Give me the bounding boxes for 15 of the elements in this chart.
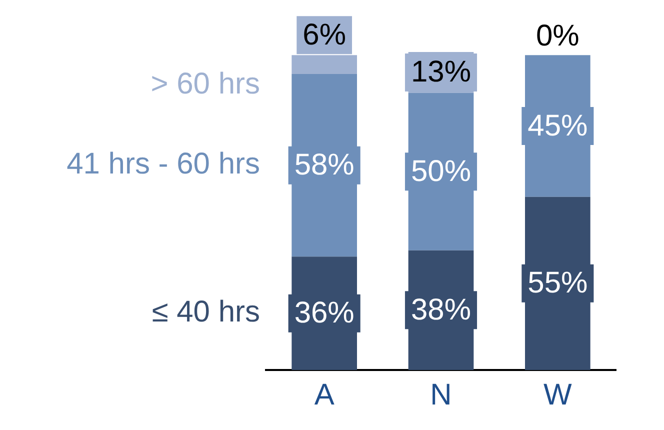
series-label: > 60 hrs [150, 67, 260, 100]
legend-label: ≤ 40 hrs [152, 296, 260, 329]
data-label: 45% [528, 109, 588, 142]
legend-label: 41 hrs - 60 hrs [66, 148, 260, 181]
data-label: 55% [528, 266, 588, 300]
data-label: 13% [410, 56, 472, 89]
data-label: 0% [536, 19, 580, 52]
x-tick-label: N [430, 378, 452, 412]
data-label: 6% [302, 18, 346, 52]
data-label: 50% [410, 154, 472, 188]
x-tick-label: W [544, 378, 573, 412]
data-label: 58% [294, 148, 354, 182]
data-label: 38% [410, 293, 472, 326]
data-label: 36% [294, 296, 354, 330]
x-tick-label: A [314, 378, 334, 412]
